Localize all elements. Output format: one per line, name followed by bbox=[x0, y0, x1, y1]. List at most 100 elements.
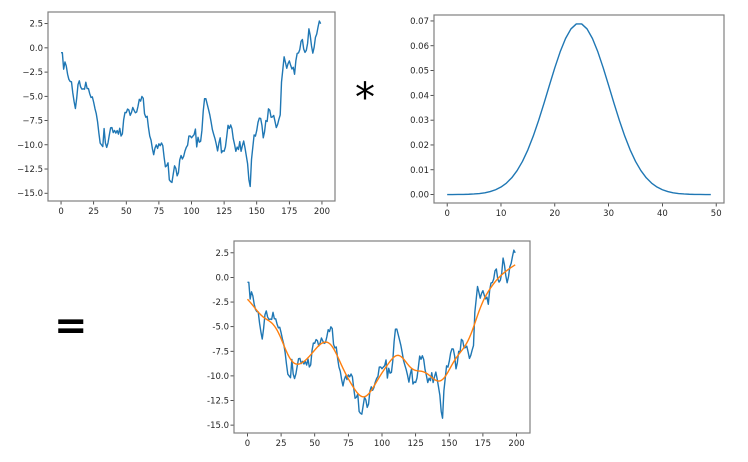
svg-text:200: 200 bbox=[314, 207, 330, 217]
x-tick: 75 bbox=[343, 433, 354, 449]
y-tick: 0.02 bbox=[410, 141, 434, 151]
svg-text:-7.5: -7.5 bbox=[212, 347, 229, 357]
svg-text:50: 50 bbox=[309, 439, 320, 449]
y-tick: 2.5 bbox=[215, 249, 234, 259]
x-tick: 0 bbox=[444, 203, 450, 219]
x-tick: 75 bbox=[153, 201, 164, 217]
svg-text:0.05: 0.05 bbox=[410, 67, 429, 77]
svg-text:10: 10 bbox=[496, 209, 507, 219]
svg-text:0.02: 0.02 bbox=[410, 141, 429, 151]
convolution-operator-icon: * bbox=[355, 75, 375, 121]
random-walk-line bbox=[61, 20, 322, 188]
svg-text:0: 0 bbox=[444, 209, 449, 219]
convolution-result-plot: 0 25 50 75 100 125 150 175 200 2.5 0.0 -2.5 -5.0 -7.5… bbox=[207, 240, 531, 449]
y-tick: −12.5 bbox=[17, 165, 48, 175]
y-tick: 0.06 bbox=[410, 42, 434, 52]
y-tick: −15.0 bbox=[17, 189, 48, 199]
gaussian-kernel-plot: 0 10 20 30 40 50 0.00 0.01 0.02 0.03 0.04 0.05 0.06 0… bbox=[410, 14, 725, 219]
svg-text:2.5: 2.5 bbox=[215, 249, 229, 259]
svg-text:25: 25 bbox=[88, 207, 99, 217]
svg-text:75: 75 bbox=[343, 439, 354, 449]
svg-text:50: 50 bbox=[711, 209, 722, 219]
svg-text:75: 75 bbox=[153, 207, 164, 217]
y-tick: 0.05 bbox=[410, 67, 434, 77]
y-tick: 0.04 bbox=[410, 91, 434, 101]
svg-text:−5.0: −5.0 bbox=[22, 92, 43, 102]
svg-text:175: 175 bbox=[281, 207, 297, 217]
svg-text:50: 50 bbox=[121, 207, 132, 217]
x-tick: 40 bbox=[657, 203, 668, 219]
y-tick: -10.0 bbox=[207, 372, 234, 382]
x-tick: 30 bbox=[603, 203, 614, 219]
y-tick: 0.01 bbox=[410, 166, 434, 176]
svg-text:−7.5: −7.5 bbox=[22, 117, 43, 127]
x-tick: 100 bbox=[183, 201, 200, 217]
equals-operator-icon: = bbox=[54, 303, 88, 349]
svg-text:0.00: 0.00 bbox=[410, 191, 429, 201]
svg-text:−15.0: −15.0 bbox=[17, 189, 43, 199]
svg-text:-5.0: -5.0 bbox=[212, 323, 229, 333]
x-tick: 100 bbox=[374, 433, 390, 449]
svg-text:200: 200 bbox=[508, 439, 524, 449]
y-tick: 0.00 bbox=[410, 191, 434, 201]
x-tick: 50 bbox=[121, 201, 132, 217]
y-tick: 0.0 bbox=[29, 44, 48, 54]
x-tick: 150 bbox=[249, 201, 265, 217]
svg-text:175: 175 bbox=[475, 439, 491, 449]
svg-text:125: 125 bbox=[216, 207, 232, 217]
axes-frame bbox=[433, 14, 725, 204]
svg-text:20: 20 bbox=[549, 209, 560, 219]
x-tick: 200 bbox=[314, 201, 330, 217]
svg-text:0.0: 0.0 bbox=[29, 44, 43, 54]
svg-text:0.06: 0.06 bbox=[410, 42, 429, 52]
y-tick: -12.5 bbox=[207, 397, 234, 407]
y-tick: 0.0 bbox=[215, 273, 234, 283]
svg-text:0.07: 0.07 bbox=[410, 17, 429, 27]
y-tick: -5.0 bbox=[212, 323, 234, 333]
signal-line bbox=[247, 249, 516, 419]
svg-text:40: 40 bbox=[657, 209, 668, 219]
axes-frame bbox=[47, 11, 336, 202]
svg-text:30: 30 bbox=[603, 209, 614, 219]
x-tick: 25 bbox=[276, 433, 287, 449]
x-tick: 150 bbox=[441, 433, 457, 449]
svg-text:-2.5: -2.5 bbox=[212, 298, 229, 308]
y-tick: 0.07 bbox=[410, 17, 434, 27]
y-tick: −5.0 bbox=[22, 92, 48, 102]
y-tick: -2.5 bbox=[212, 298, 234, 308]
x-tick: 20 bbox=[549, 203, 560, 219]
svg-text:150: 150 bbox=[441, 439, 457, 449]
x-tick: 200 bbox=[508, 433, 525, 449]
x-tick: 10 bbox=[496, 203, 507, 219]
svg-text:0.0: 0.0 bbox=[215, 273, 229, 283]
svg-text:-15.0: -15.0 bbox=[207, 421, 229, 431]
svg-text:-10.0: -10.0 bbox=[207, 372, 229, 382]
x-tick: 50 bbox=[309, 433, 320, 449]
svg-text:0.03: 0.03 bbox=[410, 116, 429, 126]
x-tick: 125 bbox=[216, 201, 232, 217]
smoothed-line bbox=[246, 264, 516, 398]
x-tick: 0 bbox=[245, 433, 250, 449]
y-tick: −10.0 bbox=[17, 141, 48, 151]
svg-text:25: 25 bbox=[276, 439, 287, 449]
svg-text:100: 100 bbox=[183, 207, 199, 217]
svg-text:0: 0 bbox=[245, 439, 250, 449]
svg-text:2.5: 2.5 bbox=[29, 20, 43, 30]
y-tick: −2.5 bbox=[22, 68, 48, 78]
svg-text:−12.5: −12.5 bbox=[17, 165, 43, 175]
svg-text:125: 125 bbox=[408, 439, 424, 449]
y-tick: -15.0 bbox=[207, 421, 234, 431]
svg-text:0: 0 bbox=[58, 207, 63, 217]
x-tick: 0 bbox=[58, 201, 64, 217]
gaussian-kernel-line bbox=[447, 23, 711, 196]
y-tick: -7.5 bbox=[212, 347, 234, 357]
svg-text:100: 100 bbox=[374, 439, 390, 449]
svg-text:0.01: 0.01 bbox=[410, 166, 429, 176]
y-tick: −7.5 bbox=[22, 117, 48, 127]
svg-text:−10.0: −10.0 bbox=[17, 141, 43, 151]
x-tick: 50 bbox=[711, 203, 722, 219]
x-tick: 125 bbox=[408, 433, 424, 449]
y-tick: 2.5 bbox=[29, 20, 48, 30]
y-tick: 0.03 bbox=[410, 116, 434, 126]
